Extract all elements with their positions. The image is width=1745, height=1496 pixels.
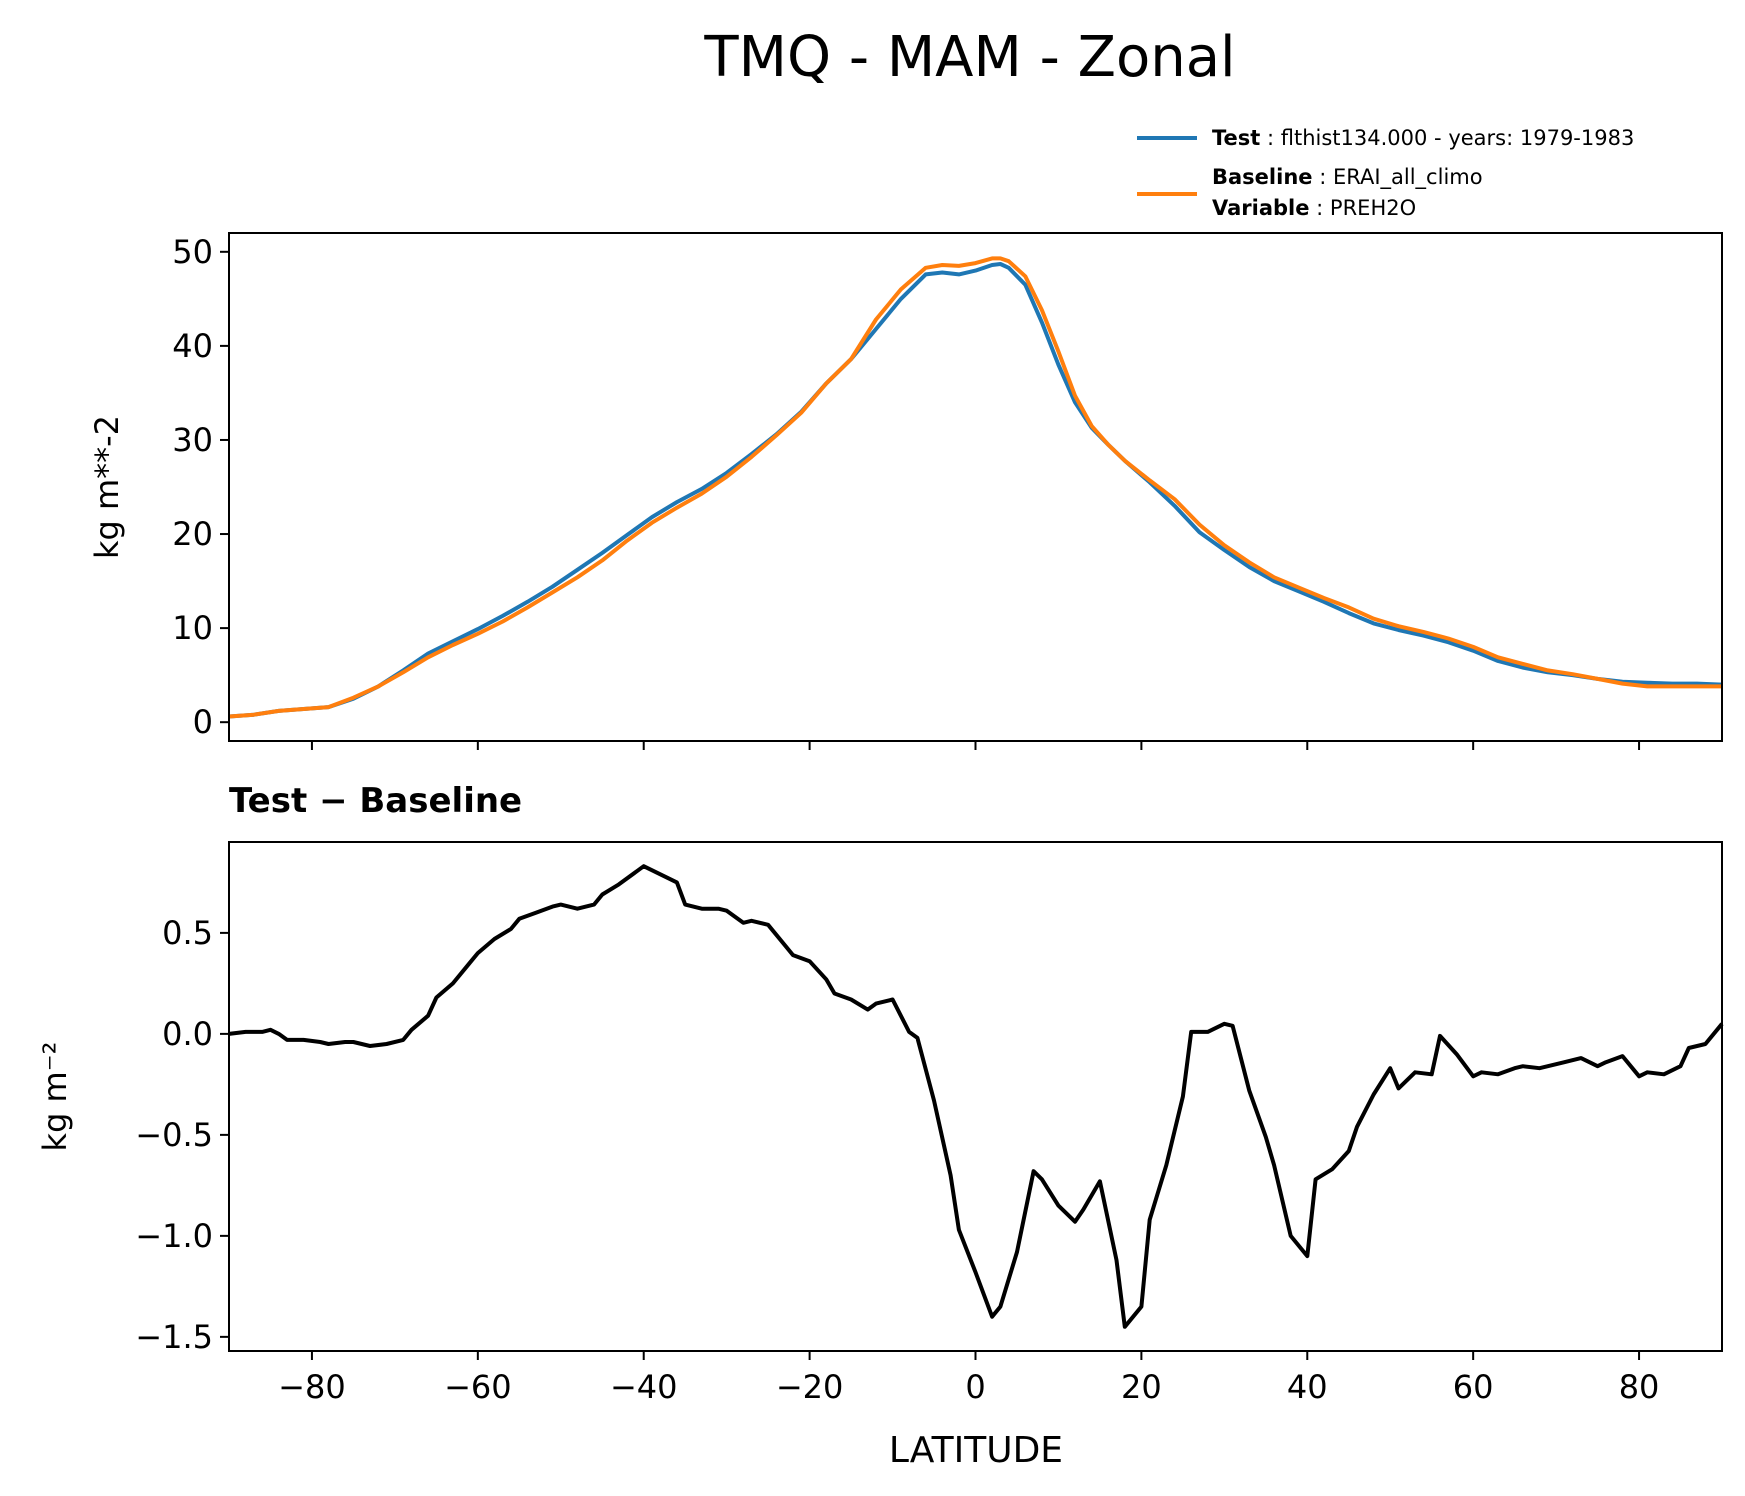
y-tick-label: 50 [172, 233, 213, 271]
x-tick-label: −80 [278, 1368, 346, 1406]
top-panel: 0 10 20 30 40 50 kg m**-2 [88, 232, 1723, 750]
x-tick-label: 0 [965, 1368, 985, 1406]
legend-variable-value: PREH2O [1330, 196, 1416, 220]
x-tick-label: 40 [1287, 1368, 1328, 1406]
legend-variable-label: Variable [1212, 196, 1309, 220]
figure-title: TMQ - MAM - Zonal [703, 25, 1235, 90]
y-tick-label: 40 [172, 327, 213, 365]
x-tick-label: −60 [444, 1368, 512, 1406]
y-axis-label: kg m⁻² [36, 1042, 74, 1152]
y-tick-label: 0.5 [162, 914, 213, 952]
legend-test-value: flthist134.000 - years: 1979-1983 [1281, 126, 1635, 150]
svg-text:Baseline : ERAI_all_climo: Baseline : ERAI_all_climo [1212, 165, 1483, 190]
y-tick-label: −1.0 [135, 1217, 213, 1255]
y-axis-label: kg m**-2 [88, 415, 126, 559]
x-tick-label: −40 [610, 1368, 678, 1406]
legend-test-label: Test [1212, 126, 1260, 150]
bottom-panel: 0.5 0.0 −0.5 −1.0 −1.5 −80 −60 −40 −20 0 20 40 60 80 k… [36, 841, 1724, 1406]
svg-text:Variable : PREH2O: Variable : PREH2O [1212, 196, 1416, 220]
y-tick-label: 0 [193, 703, 213, 741]
legend: Test : flthist134.000 - years: 1979-1983… [1137, 126, 1634, 220]
plot-frame [228, 841, 1723, 1352]
y-tick-label: 10 [172, 609, 213, 647]
x-axis-label: LATITUDE [889, 1430, 1063, 1471]
x-tick-label: 60 [1453, 1368, 1494, 1406]
series-line-test [228, 262, 1723, 719]
legend-baseline-label: Baseline [1212, 165, 1313, 189]
y-tick-label: −1.5 [135, 1318, 213, 1356]
legend-baseline-value: ERAI_all_climo [1333, 165, 1483, 190]
x-tick-label: −20 [776, 1368, 844, 1406]
svg-text:Test : flthist134.000 - years:: Test : flthist134.000 - years: 1979-1983 [1212, 126, 1634, 150]
series-line-test-baseline [228, 864, 1724, 1329]
y-tick-label: 20 [172, 515, 213, 553]
y-tick-label: 0.0 [162, 1015, 213, 1053]
series-line-baseline [228, 256, 1722, 719]
x-tick-label: 20 [1121, 1368, 1162, 1406]
x-tick-label: 80 [1619, 1368, 1660, 1406]
y-tick-label: 30 [172, 421, 213, 459]
difference-panel-title: Test − Baseline [229, 781, 522, 821]
plot-frame [228, 232, 1723, 742]
y-tick-label: −0.5 [135, 1116, 213, 1154]
